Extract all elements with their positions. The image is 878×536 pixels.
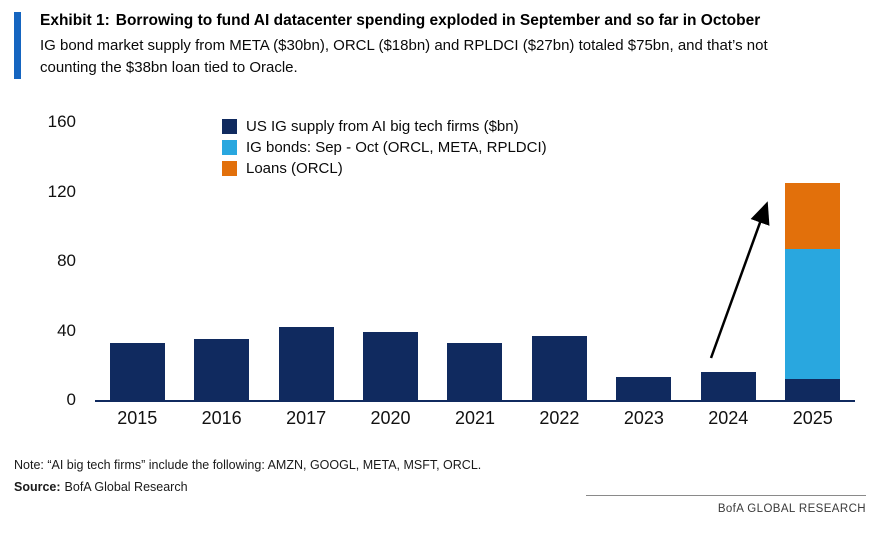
bar-2024	[700, 372, 756, 400]
bar-segment	[109, 342, 165, 400]
exhibit-title-text: Borrowing to fund AI datacenter spending…	[115, 12, 761, 29]
bar-segment	[785, 182, 841, 249]
bar-2017	[278, 327, 334, 400]
bar-segment	[194, 339, 250, 400]
x-tick-label: 2025	[792, 408, 833, 428]
legend-item: US IG supply from AI big tech firms ($bn…	[222, 118, 547, 135]
x-tick-label: 2016	[201, 408, 242, 428]
legend-label: Loans (ORCL)	[246, 160, 343, 177]
y-tick-label: 160	[47, 112, 76, 131]
legend-item: Loans (ORCL)	[222, 160, 547, 177]
x-tick-label: 2022	[539, 408, 580, 428]
legend-item: IG bonds: Sep - Oct (ORCL, META, RPLDCI)	[222, 139, 547, 156]
y-tick-label: 120	[47, 181, 76, 201]
bar-segment	[700, 372, 756, 400]
y-tick-label: 0	[66, 390, 76, 409]
header: Exhibit 1: Borrowing to fund AI datacente…	[14, 12, 770, 79]
source-line: Source: BofA Global Research	[14, 480, 188, 494]
bars	[95, 122, 855, 400]
bar-slot	[264, 122, 348, 400]
exhibit-label: Exhibit 1:	[40, 12, 110, 29]
bar-2020	[363, 332, 419, 400]
legend-swatch-icon	[222, 119, 237, 134]
brand-footer: BofA GLOBAL RESEARCH	[586, 495, 866, 515]
bar-2016	[194, 339, 250, 400]
plot-area: US IG supply from AI big tech firms ($bn…	[95, 118, 855, 402]
bar-2025	[785, 182, 841, 400]
bar-2023	[616, 377, 672, 400]
x-tick-label: 2017	[286, 408, 327, 428]
x-tick-label: 2015	[117, 408, 158, 428]
y-tick-label: 80	[57, 251, 76, 270]
exhibit-title: Exhibit 1: Borrowing to fund AI datacente…	[40, 12, 770, 30]
bar-2021	[447, 342, 503, 400]
y-tick-label: 40	[57, 320, 76, 340]
y-axis: 0 40 80 120 160	[0, 112, 78, 409]
legend-swatch-icon	[222, 161, 237, 176]
header-text: Exhibit 1: Borrowing to fund AI datacente…	[40, 12, 770, 79]
bar-segment	[785, 248, 841, 380]
bar-segment	[616, 377, 672, 400]
x-tick-label: 2020	[370, 408, 411, 428]
bar-segment	[785, 379, 841, 400]
bar-slot	[179, 122, 263, 400]
bar-segment	[447, 342, 503, 400]
legend-label: US IG supply from AI big tech firms ($bn…	[246, 118, 519, 135]
bar-slot	[517, 122, 601, 400]
bar-slot	[602, 122, 686, 400]
bar-2015	[109, 342, 165, 400]
exhibit-subtitle: IG bond market supply from META ($30bn),…	[40, 37, 768, 76]
legend-label: IG bonds: Sep - Oct (ORCL, META, RPLDCI)	[246, 139, 547, 156]
bar-slot	[348, 122, 432, 400]
bar-slot	[95, 122, 179, 400]
legend-swatch-icon	[222, 140, 237, 155]
bar-slot	[771, 122, 855, 400]
accent-bar	[14, 12, 21, 79]
bar-slot	[686, 122, 770, 400]
bar-slot	[433, 122, 517, 400]
x-tick-label: 2021	[454, 408, 495, 428]
bar-2022	[531, 335, 587, 400]
source-text: BofA Global Research	[64, 480, 188, 494]
footnote: Note: “AI big tech firms” include the fo…	[14, 458, 482, 472]
bar-segment	[363, 332, 419, 400]
x-tick-label: 2024	[708, 408, 749, 428]
bar-segment	[531, 335, 587, 400]
bar-segment	[278, 327, 334, 400]
source-label: Source:	[14, 480, 61, 494]
x-axis: 2015 2016 2017 2020 2021 2022 2023 2024 2025	[95, 408, 855, 429]
x-tick-label: 2023	[623, 408, 664, 428]
legend: US IG supply from AI big tech firms ($bn…	[222, 118, 547, 181]
